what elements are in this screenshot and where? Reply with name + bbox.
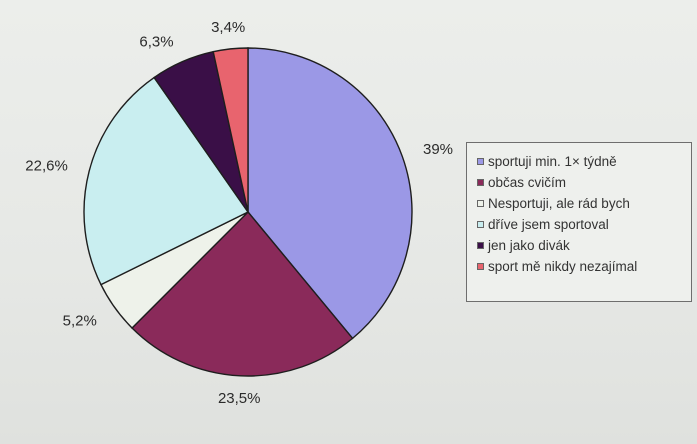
- slice-percent-label: 6,3%: [139, 34, 173, 51]
- legend-item: jen jako divák: [477, 235, 691, 256]
- legend-label: Nesportuji, ale rád bych: [488, 196, 630, 211]
- chart-legend: sportuji min. 1× týdně občas cvičím Nesp…: [466, 142, 692, 302]
- slice-percent-label: 22,6%: [25, 158, 68, 175]
- legend-swatch: [477, 179, 484, 186]
- legend-item: Nesportuji, ale rád bych: [477, 193, 691, 214]
- legend-swatch: [477, 200, 484, 207]
- pie-slice: [83, 76, 250, 286]
- legend-label: sport mě nikdy nezajímal: [488, 259, 638, 274]
- legend-swatch: [477, 221, 484, 228]
- legend-item: sport mě nikdy nezajímal: [477, 256, 691, 277]
- legend-item: dříve jsem sportoval: [477, 214, 691, 235]
- legend-label: dříve jsem sportoval: [488, 217, 609, 232]
- slice-percent-label: 5,2%: [63, 312, 97, 329]
- legend-item: občas cvičím: [477, 172, 691, 193]
- pie-slice: [247, 47, 413, 340]
- legend-label: jen jako divák: [488, 238, 570, 253]
- legend-item: sportuji min. 1× týdně: [477, 151, 691, 172]
- legend-label: občas cvičím: [488, 175, 567, 190]
- slice-percent-label: 23,5%: [218, 390, 261, 407]
- legend-swatch: [477, 263, 484, 270]
- slice-percent-label: 3,4%: [211, 19, 245, 36]
- legend-label: sportuji min. 1× týdně: [488, 154, 617, 169]
- pie-slice: [212, 47, 249, 213]
- pie-slice: [131, 210, 354, 377]
- legend-swatch: [477, 242, 484, 249]
- slice-percent-label: 39%: [423, 141, 453, 158]
- legend-swatch: [477, 158, 484, 165]
